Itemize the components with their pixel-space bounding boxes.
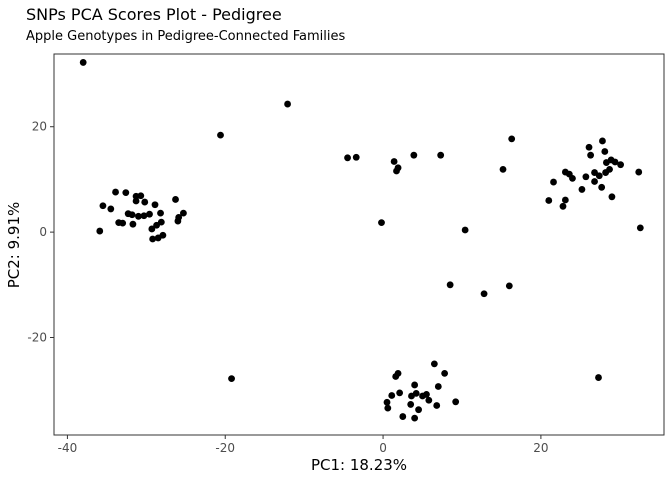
data-point <box>132 197 140 205</box>
data-point <box>559 202 567 210</box>
data-points <box>79 59 644 422</box>
data-point <box>79 59 87 66</box>
data-point <box>112 188 119 196</box>
data-point <box>578 186 586 193</box>
data-point <box>598 183 606 191</box>
data-point <box>157 209 164 217</box>
data-point <box>452 398 460 406</box>
data-point <box>411 414 419 422</box>
data-point <box>399 413 407 420</box>
data-point <box>599 137 606 145</box>
x-tick-label: -20 <box>215 441 235 455</box>
data-point <box>180 209 187 217</box>
data-point <box>119 219 127 227</box>
data-point <box>284 100 291 108</box>
data-point <box>122 189 130 196</box>
y-axis-title: PC2: 9.91% <box>5 202 23 289</box>
data-point <box>228 375 235 383</box>
x-tick-label: -40 <box>58 441 78 455</box>
chart-subtitle: Apple Genotypes in Pedigree-Connected Fa… <box>26 29 345 44</box>
data-point <box>587 151 595 159</box>
data-point <box>107 205 115 213</box>
data-point <box>140 212 148 220</box>
y-axis: -20 0 20 <box>27 120 54 345</box>
data-point <box>146 210 153 218</box>
data-point <box>608 193 616 201</box>
data-point <box>394 369 402 377</box>
chart-title: SNPs PCA Scores Plot - Pedigree <box>26 5 282 24</box>
data-point <box>128 211 136 219</box>
data-point <box>352 153 360 161</box>
data-point <box>394 164 402 172</box>
data-point <box>611 158 619 166</box>
data-point <box>412 389 420 397</box>
data-point <box>434 383 442 390</box>
data-point <box>137 192 145 200</box>
data-point <box>499 166 507 173</box>
data-point <box>407 401 415 408</box>
data-point <box>410 151 418 159</box>
data-point <box>508 135 516 143</box>
x-tick-label: 0 <box>379 441 387 455</box>
data-point <box>480 290 488 298</box>
data-point <box>383 398 391 406</box>
plot-panel <box>53 53 665 436</box>
data-point <box>582 173 590 181</box>
data-point <box>344 154 351 162</box>
x-axis-title: PC1: 18.23% <box>311 456 407 474</box>
data-point <box>437 151 445 159</box>
data-point <box>585 143 593 151</box>
data-point <box>149 235 157 243</box>
data-point <box>384 404 392 412</box>
data-point <box>157 218 165 226</box>
data-point <box>423 391 430 398</box>
data-point <box>425 396 433 404</box>
data-point <box>635 168 643 176</box>
data-point <box>129 220 137 228</box>
data-point <box>378 219 385 227</box>
data-point <box>569 174 576 182</box>
data-point <box>591 178 598 185</box>
data-point <box>505 282 513 290</box>
data-point <box>148 225 156 233</box>
y-tick-label: 0 <box>39 225 47 239</box>
data-point <box>151 201 159 209</box>
x-tick-label: 20 <box>533 441 548 455</box>
data-point <box>415 406 422 414</box>
data-point <box>433 402 441 409</box>
data-point <box>135 212 142 220</box>
data-point <box>217 131 224 139</box>
data-point <box>388 392 396 399</box>
data-point <box>446 281 454 289</box>
data-point <box>545 197 553 204</box>
data-point <box>617 161 624 169</box>
data-point <box>396 389 404 397</box>
data-point <box>411 381 419 389</box>
data-point <box>595 374 602 381</box>
data-point <box>175 213 183 221</box>
data-point <box>172 196 179 203</box>
data-point <box>461 226 469 234</box>
data-point <box>601 148 609 155</box>
x-axis: -40 -20 0 20 <box>58 435 549 455</box>
data-point <box>99 202 107 210</box>
data-point <box>441 369 449 377</box>
data-point <box>561 196 569 204</box>
y-tick-label: -20 <box>27 331 47 345</box>
data-point <box>550 178 557 186</box>
y-tick-label: 20 <box>32 120 47 134</box>
data-point <box>636 224 644 232</box>
data-point <box>141 198 149 206</box>
data-point <box>96 227 104 235</box>
data-point <box>430 360 438 368</box>
data-point <box>606 166 613 173</box>
data-point <box>159 231 167 239</box>
data-point <box>390 158 398 165</box>
data-point <box>595 172 603 180</box>
